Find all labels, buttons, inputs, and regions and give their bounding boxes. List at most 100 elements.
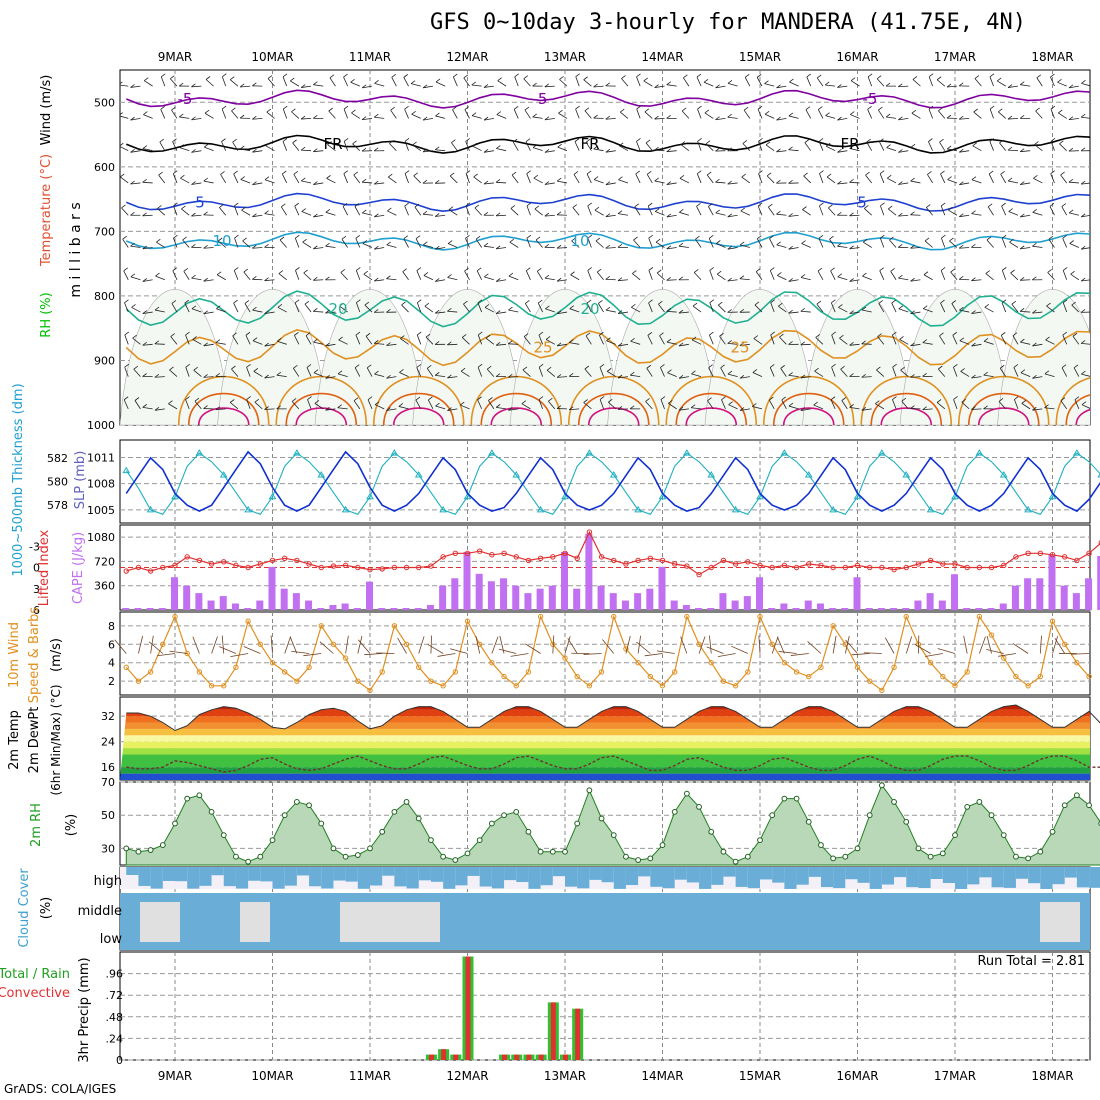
cloud-high-bar [1064,867,1077,878]
wind-barb [279,239,287,248]
wind-barb [423,244,434,248]
wind-barb [770,334,775,345]
cloud-high-bar [138,867,151,886]
wind-barb [743,109,751,119]
wind-barb [158,174,166,184]
wind-barb-flag [849,245,854,250]
temp-side-label: (6hr Min/Max) (°C) [49,684,63,795]
wind-barb [1062,334,1068,345]
rh-point [964,804,971,810]
wind-barb [951,303,958,313]
wind-barb [910,376,921,378]
wind-barb-flag [404,202,409,207]
wind-barb [849,406,860,410]
wind-speed-point [1037,673,1044,680]
wind-barb-flag [403,74,408,78]
wind-barb [179,147,190,152]
wind-barb [477,334,483,345]
wind-barb [243,271,251,281]
cape-bar [561,551,568,610]
wind-barb [170,336,178,345]
date-label-top: 18MAR [1031,50,1073,64]
wind-barb-flag [239,114,245,119]
cape-bar [816,603,824,610]
wind-barb-flag [758,137,763,142]
wind-barb [282,76,288,87]
rh-point [757,837,763,843]
wind-barb-flag [1032,342,1037,347]
wind-barb-flag [410,80,416,84]
date-label-bottom: 18MAR [1031,1069,1073,1083]
warm-isotherm [567,376,660,425]
wind-barb [252,182,263,186]
temperature-band [120,741,1090,749]
wind-barb-flag [892,396,897,400]
wind-barb-flag [264,406,269,410]
wind-barb [621,78,629,87]
wind-barb [425,336,434,345]
wind-barb [1081,342,1090,345]
wind-barb [1068,85,1079,89]
wind-barb [215,342,226,345]
wind-speed-point [1061,641,1068,647]
wind-barb-flag [719,332,724,337]
wind-barb [776,213,787,216]
cloud-gap [340,902,380,942]
cape-bar [634,593,642,610]
wind-barb [849,279,860,282]
wind-barb-flag [508,272,514,277]
wind-barb [922,342,933,345]
wind-barb [816,303,824,313]
cape-bar [902,607,910,610]
wind-barb-flag [1033,175,1038,179]
series-line-slp [125,452,1100,515]
wind-barb [435,149,446,152]
wind-barb-flag [142,373,147,377]
wind-barb-flag [373,340,379,344]
rh-point [647,855,654,862]
wind-barb-flag [819,170,824,174]
wind-barb [388,176,397,184]
wind-barb [618,213,629,216]
wind-barb-flag [971,244,976,248]
wind-barb [182,239,190,248]
wind-barb-flag [240,145,245,150]
wind-barb [840,368,848,377]
wind-barb-flag [986,236,992,241]
wind-barb-flag [544,149,550,153]
wind-barb-flag [681,107,687,112]
wind-barb [927,174,933,184]
wind-barb [678,245,689,248]
wind-barb [1052,636,1058,654]
wind-speed-point [391,623,398,629]
cloud-level-label: high [94,874,122,889]
wind-speed-point [623,646,629,652]
wind-barb [472,145,482,152]
wind-barb [545,308,555,313]
wind-barb [880,205,885,216]
cape-bar [768,607,776,610]
cloud-high-bar [455,867,468,886]
wind-barb-flag [629,371,635,376]
wind-barb [203,311,214,315]
wind-barb-flag [898,305,904,310]
wind-barb-flag [374,245,379,250]
slp-marker [780,449,789,456]
wind-barb [861,309,872,313]
cloud-gap [140,902,180,942]
wind-barb-flag [824,81,830,86]
wind-barb [513,109,519,119]
cape-bar [731,600,739,610]
wind-barb [355,270,361,280]
wind-barb-flag [295,267,300,271]
cloud-high-bar [674,867,687,880]
wind-barb [133,368,141,377]
wind-barb-flag [696,73,702,78]
lifted-index-point [635,557,641,564]
wind-barb-flag [464,267,469,272]
wind-barb-flag [693,269,699,273]
wind-barb [168,403,178,410]
wind-barb [849,181,860,184]
cape-bar [512,585,520,610]
wind-barb-flag [142,245,147,250]
